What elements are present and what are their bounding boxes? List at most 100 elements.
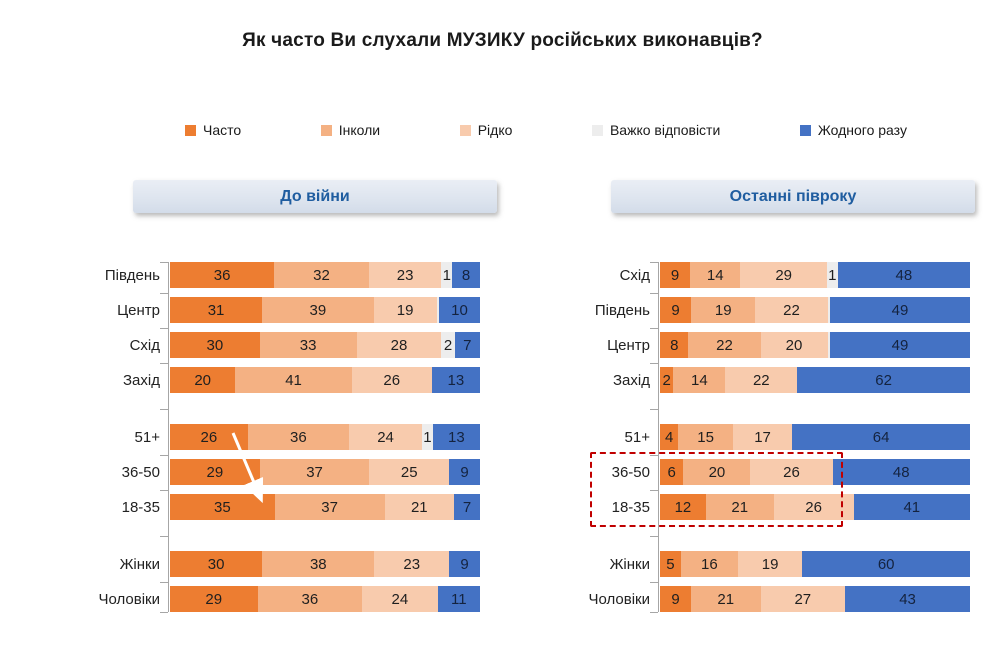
bar-segment: 21	[705, 494, 774, 520]
bar-track: 29 37 25 9	[170, 459, 481, 485]
chart-row: Схід 30 33 28 2 7	[0, 332, 497, 358]
axis-tick	[650, 292, 658, 294]
bar-segment: 9	[660, 586, 691, 612]
bar-value-label: 49	[891, 301, 909, 319]
legend-item-never: Жодного разу	[799, 122, 907, 138]
legend-swatch-icon	[320, 124, 332, 136]
bar-segment: 8	[452, 262, 480, 288]
legend-label: Часто	[203, 122, 242, 138]
bar-segment: 22	[755, 297, 828, 323]
bar-segment: 1	[422, 424, 433, 450]
category-label: 51+	[624, 428, 650, 446]
panel-header-before-war: До війни	[133, 180, 497, 213]
bar-value-label: 6	[667, 463, 676, 481]
bar-segment: 37	[259, 459, 370, 485]
bar-value-label: 29	[206, 463, 224, 481]
bar-value-label: 14	[690, 371, 708, 389]
bar-value-label: 33	[299, 336, 317, 354]
axis-tick	[650, 535, 658, 537]
bar-value-label: 7	[462, 498, 472, 516]
bar-track: 30 33 28 2 7	[170, 332, 480, 358]
bar-segment: 11	[437, 586, 480, 612]
bar-segment: 19	[690, 297, 756, 323]
bar-value-label: 36	[213, 266, 231, 284]
bar-segment: 35	[170, 494, 275, 520]
bar-value-label: 7	[463, 336, 472, 354]
bar-track: 4 15 17 64	[660, 424, 970, 450]
bar-value-label: 8	[461, 266, 471, 284]
bar-track: 20 41 26 13	[170, 367, 481, 393]
bar-value-label: 1	[442, 266, 451, 284]
bar-value-label: 23	[396, 266, 414, 284]
category-label: 36-50	[121, 463, 160, 481]
bar-segment: 26	[170, 424, 248, 450]
bar-value-label: 8	[670, 336, 679, 354]
bar-segment: 29	[170, 459, 260, 485]
bar-value-label: 62	[875, 371, 892, 389]
bar-value-label: 29	[205, 590, 223, 608]
axis-tick	[160, 292, 168, 294]
bar-value-label: 19	[714, 301, 732, 319]
bar-segment: 1	[441, 262, 453, 288]
bar-value-label: 21	[717, 590, 735, 608]
chart-panel-before-war: Південь 36 32 23 1 8 Центр 31 39 19 10 Схід 30 33 28 2 7…	[0, 262, 497, 613]
category-label: Схід	[129, 336, 160, 354]
bar-track: 31 39 19 10	[170, 297, 481, 323]
bar-value-label: 31	[207, 301, 225, 319]
chart-row: Захід 20 41 26 13	[0, 367, 497, 393]
bar-segment: 26	[773, 494, 854, 520]
bar-segment: 49	[830, 297, 970, 323]
bar-value-label: 38	[309, 555, 327, 573]
axis-tick	[650, 408, 658, 410]
axis-tick	[650, 327, 658, 329]
legend-swatch-icon	[591, 124, 603, 136]
bar-value-label: 1	[828, 266, 837, 284]
bar-segment: 19	[737, 551, 803, 577]
bar-segment: 15	[678, 424, 733, 450]
bar-segment: 33	[259, 332, 357, 358]
bar-segment: 1	[826, 262, 838, 288]
bar-segment: 41	[853, 494, 970, 520]
axis-tick	[650, 489, 658, 491]
bar-track: 12 21 26 41	[660, 494, 970, 520]
chart-row: Чоловіки 29 36 24 11	[0, 586, 497, 612]
legend-swatch-icon	[185, 124, 196, 136]
bar-value-label: 48	[892, 463, 910, 481]
chart-row: 51+ 26 36 24 1 13	[0, 424, 497, 450]
category-label: Центр	[607, 336, 650, 354]
bar-segment: 20	[760, 332, 828, 358]
bar-segment: 60	[802, 551, 970, 577]
bar-segment: 38	[262, 551, 375, 577]
bar-value-label: 37	[306, 463, 323, 481]
highlight-box	[590, 452, 843, 527]
bar-value-label: 14	[706, 266, 724, 284]
bar-value-label: 9	[671, 590, 680, 608]
bar-track: 5 16 19 60	[660, 551, 970, 577]
bar-value-label: 35	[214, 498, 231, 516]
bar-value-label: 24	[377, 428, 394, 446]
bar-segment: 9	[660, 262, 691, 288]
axis-tick	[650, 612, 658, 613]
bar-segment: 13	[431, 367, 481, 393]
bar-segment: 14	[690, 262, 741, 288]
category-label: Жінки	[609, 555, 650, 573]
bar-value-label: 17	[754, 428, 771, 446]
bar-value-label: 60	[877, 555, 895, 573]
bar-track: 9 21 27 43	[660, 586, 970, 612]
bar-segment: 4	[660, 424, 679, 450]
bar-value-label: 19	[396, 301, 414, 319]
legend-label: Важко відповісти	[609, 122, 721, 138]
bar-track: 2 14 22 62	[660, 367, 970, 393]
bar-value-label: 43	[899, 590, 916, 608]
bar-value-label: 20	[785, 336, 803, 354]
bar-value-label: 26	[383, 371, 401, 389]
bar-value-label: 22	[716, 336, 733, 354]
bar-segment: 7	[454, 494, 480, 520]
bar-segment: 20	[683, 459, 751, 485]
bar-value-label: 2	[443, 336, 453, 354]
category-label: Чоловіки	[588, 590, 650, 608]
chart-row: Жінки 5 16 19 60	[490, 551, 995, 577]
bar-segment: 24	[349, 424, 423, 450]
bar-value-label: 9	[670, 266, 680, 284]
chart-legend: Часто Інколи Рідко Важко відповісти Жодн…	[185, 122, 907, 138]
